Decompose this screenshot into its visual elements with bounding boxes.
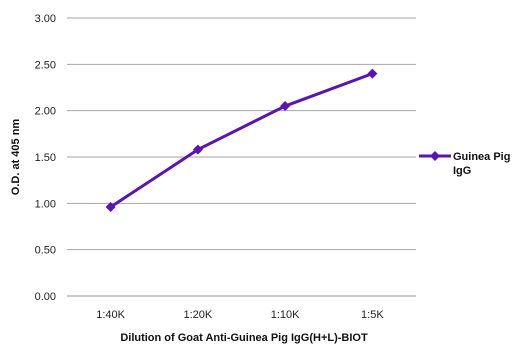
data-point-marker [192,144,203,155]
legend-label-line2: IgG [453,165,471,177]
gridlines [67,17,416,251]
legend-diamond-marker [430,151,440,161]
y-tick-label: 2.00 [35,106,56,118]
x-tick-label: 1:40K [96,309,125,321]
x-tick-label: 1:20K [184,309,213,321]
legend: Guinea Pig IgG [419,151,510,177]
y-tick-label: 2.50 [35,59,56,71]
y-tick-label: 3.00 [35,13,56,25]
y-tick-label: 0.00 [35,291,56,303]
y-axis-title: O.D. at 405 nm [10,119,22,196]
y-tick-label: 1.00 [35,198,56,210]
data-point-marker [367,68,378,79]
y-tick-label: 0.50 [35,245,56,257]
series-guinea-pig-igg [105,68,378,213]
y-tick-label: 1.50 [35,152,56,164]
x-tick-labels: 1:40K 1:20K 1:10K 1:5K [96,309,384,321]
legend-label-line1: Guinea Pig [453,151,510,163]
x-axis-title: Dilution of Goat Anti-Guinea Pig IgG(H+L… [120,332,368,344]
series-line [109,72,373,209]
x-tick-label: 1:5K [361,309,384,321]
data-point-marker [105,202,116,213]
y-tick-labels: 0.00 0.50 1.00 1.50 2.00 2.50 3.00 [35,13,56,303]
data-point-marker [280,101,291,112]
x-tick-label: 1:10K [271,309,300,321]
